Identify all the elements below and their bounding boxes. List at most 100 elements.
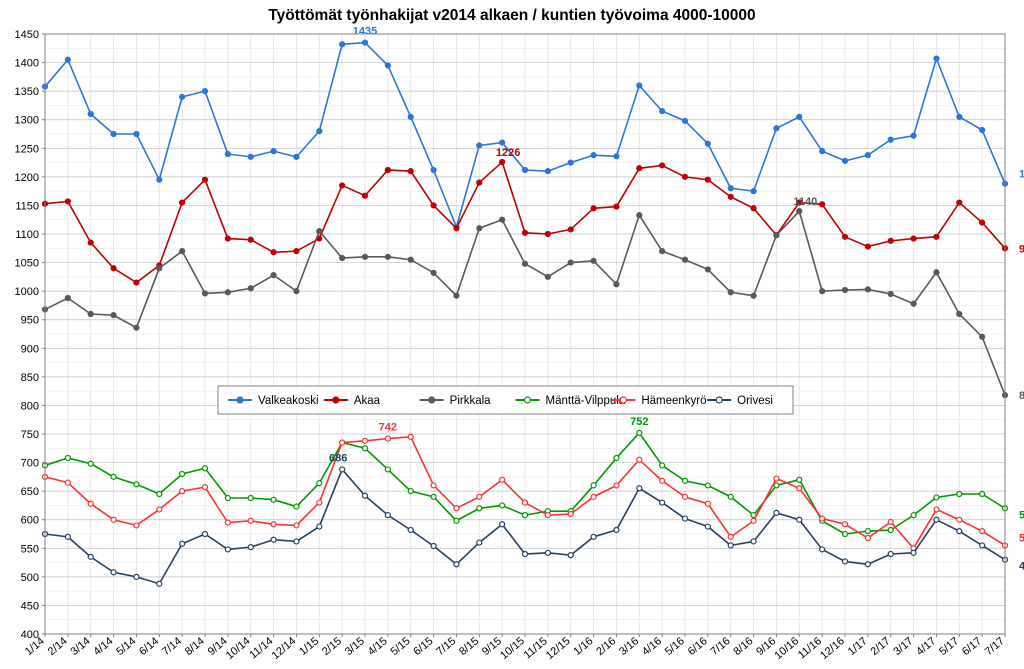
series-marker-akaa: [180, 200, 185, 205]
series-marker-manttavilppula: [911, 513, 916, 518]
series-marker-pirkkala: [820, 289, 825, 294]
x-tick-label: 2/14: [46, 635, 70, 658]
series-marker-orivesi: [911, 550, 916, 555]
series-marker-pirkkala: [88, 312, 93, 317]
series-marker-orivesi: [294, 539, 299, 544]
series-marker-orivesi: [88, 554, 93, 559]
series-marker-akaa: [888, 238, 893, 243]
series-marker-akaa: [408, 169, 413, 174]
data-label: 686: [329, 452, 347, 464]
x-tick-label: 4/17: [914, 635, 938, 658]
legend-label: Pirkkala: [450, 395, 492, 407]
series-marker-hameenkyro: [454, 506, 459, 511]
series-marker-pirkkala: [317, 229, 322, 234]
series-marker-manttavilppula: [271, 497, 276, 502]
series-marker-manttavilppula: [500, 503, 505, 508]
series-marker-valkeakoski: [888, 137, 893, 142]
series-marker-orivesi: [363, 493, 368, 498]
series-marker-orivesi: [431, 544, 436, 549]
series-marker-valkeakoski: [385, 63, 390, 68]
x-tick-label: 1/15: [297, 635, 321, 658]
series-marker-valkeakoski: [797, 114, 802, 119]
series-marker-hameenkyro: [203, 485, 208, 490]
series-marker-hameenkyro: [545, 513, 550, 518]
series-marker-pirkkala: [568, 260, 573, 265]
series-marker-valkeakoski: [203, 89, 208, 94]
series-marker-valkeakoski: [248, 154, 253, 159]
series-marker-hameenkyro: [683, 494, 688, 499]
series-marker-orivesi: [934, 517, 939, 522]
line-chart: 4004505005506006507007508008509009501000…: [0, 0, 1024, 669]
series-marker-hameenkyro: [568, 512, 573, 517]
data-label: 518: [1019, 509, 1024, 521]
series-marker-akaa: [65, 199, 70, 204]
series-marker-hameenkyro: [317, 500, 322, 505]
series-marker-hameenkyro: [431, 483, 436, 488]
series-marker-manttavilppula: [843, 532, 848, 537]
series-marker-akaa: [591, 206, 596, 211]
series-marker-akaa: [820, 202, 825, 207]
series-marker-orivesi: [248, 545, 253, 550]
series-marker-valkeakoski: [820, 149, 825, 154]
series-marker-akaa: [523, 230, 528, 235]
y-tick-label: 700: [21, 458, 39, 470]
x-tick-label: 7/14: [160, 635, 184, 658]
series-marker-hameenkyro: [157, 507, 162, 512]
series-marker-valkeakoski: [363, 40, 368, 45]
legend-label: Valkeakoski: [258, 395, 319, 407]
series-marker-hameenkyro: [865, 536, 870, 541]
series-marker-orivesi: [637, 486, 642, 491]
series-marker-hameenkyro: [271, 522, 276, 527]
series-marker-pirkkala: [294, 289, 299, 294]
y-tick-label: 1150: [15, 200, 39, 212]
series-marker-hameenkyro: [88, 501, 93, 506]
series-marker-manttavilppula: [614, 456, 619, 461]
series-marker-manttavilppula: [637, 430, 642, 435]
y-tick-label: 1300: [15, 115, 39, 127]
series-marker-orivesi: [157, 581, 162, 586]
x-tick-label: 8/15: [457, 635, 481, 658]
data-label: 1122: [1019, 169, 1024, 181]
series-marker-orivesi: [134, 574, 139, 579]
series-marker-manttavilppula: [225, 496, 230, 501]
series-marker-orivesi: [65, 534, 70, 539]
series-marker-hameenkyro: [843, 522, 848, 527]
series-marker-akaa: [225, 236, 230, 241]
series-marker-akaa: [911, 236, 916, 241]
x-tick-label: 11/15: [522, 635, 550, 661]
x-tick-label: 1/16: [571, 635, 595, 658]
series-marker-pirkkala: [271, 273, 276, 278]
series-marker-hameenkyro: [637, 457, 642, 462]
series-marker-manttavilppula: [134, 482, 139, 487]
series-marker-valkeakoski: [340, 42, 345, 47]
x-tick-label: 5/16: [663, 635, 687, 658]
series-marker-manttavilppula: [888, 528, 893, 533]
y-tick-label: 500: [21, 572, 39, 584]
series-marker-manttavilppula: [294, 504, 299, 509]
series-marker-hameenkyro: [980, 529, 985, 534]
series-marker-manttavilppula: [385, 467, 390, 472]
series-marker-hameenkyro: [728, 534, 733, 539]
series-marker-manttavilppula: [203, 466, 208, 471]
series-marker-akaa: [294, 249, 299, 254]
series-marker-manttavilppula: [797, 477, 802, 482]
y-tick-label: 1350: [15, 86, 39, 98]
x-tick-label: 7/16: [709, 635, 733, 658]
series-marker-manttavilppula: [865, 529, 870, 534]
series-marker-manttavilppula: [454, 518, 459, 523]
x-tick-label: 3/16: [617, 635, 641, 658]
series-marker-valkeakoski: [477, 143, 482, 148]
series-marker-hameenkyro: [500, 477, 505, 482]
series-marker-pirkkala: [705, 267, 710, 272]
data-label: 1226: [496, 147, 520, 159]
series-marker-orivesi: [408, 528, 413, 533]
series-marker-pirkkala: [500, 217, 505, 222]
series-marker-pirkkala: [934, 270, 939, 275]
series-marker-valkeakoski: [134, 132, 139, 137]
data-label: 742: [379, 422, 397, 434]
x-tick-label: 11/14: [247, 635, 275, 661]
series-marker-hameenkyro: [248, 518, 253, 523]
data-label: 752: [630, 416, 648, 428]
series-marker-hameenkyro: [591, 494, 596, 499]
legend-label: Akaa: [354, 395, 381, 407]
